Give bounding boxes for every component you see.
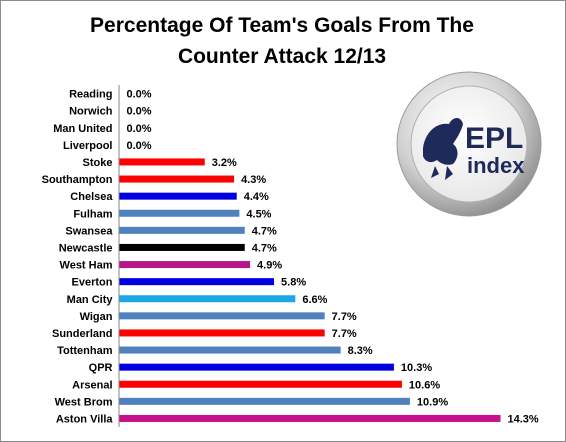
value-label-fulham: 4.5% (246, 208, 271, 220)
value-label-stoke: 3.2% (212, 157, 237, 169)
category-label-man-city: Man City (67, 294, 114, 306)
category-label-tottenham: Tottenham (57, 345, 113, 357)
chart-title-line-2: Counter Attack 12/13 (177, 45, 387, 68)
bar-newcastle (119, 243, 245, 251)
value-label-arsenal: 10.6% (409, 379, 440, 391)
category-label-qpr: QPR (89, 362, 113, 374)
value-label-wigan: 7.7% (332, 311, 357, 323)
category-label-fulham: Fulham (73, 208, 112, 220)
bar-man-city (119, 295, 296, 303)
value-label-reading: 0.0% (127, 89, 152, 101)
chart-title: Percentage Of Team's Goals From The Coun… (0, 10, 564, 72)
value-label-aston-villa: 14.3% (508, 413, 539, 425)
category-label-chelsea: Chelsea (70, 191, 113, 203)
bar-tottenham (119, 346, 341, 354)
bar-qpr (119, 363, 394, 371)
bar-swansea (119, 226, 245, 234)
logo-text-epl: EPL (465, 122, 523, 155)
category-label-sunderland: Sunderland (52, 328, 113, 340)
bar-chelsea (119, 192, 237, 200)
category-label-liverpool: Liverpool (63, 140, 113, 152)
lion-icon (423, 118, 463, 180)
bar-west-brom (119, 397, 410, 405)
value-label-man-city: 6.6% (302, 294, 327, 306)
value-label-swansea: 4.7% (252, 225, 277, 237)
category-label-man-united: Man United (53, 123, 112, 135)
category-label-everton: Everton (72, 277, 113, 289)
epl-index-logo: EPL index (396, 71, 542, 217)
bar-everton (119, 278, 275, 286)
value-label-west-brom: 10.9% (417, 396, 448, 408)
category-labels: Reading Norwich Man United Liverpool Stoke So… (42, 89, 114, 426)
bars (119, 158, 501, 422)
category-label-west-ham: West Ham (60, 260, 113, 272)
bar-wigan (119, 312, 325, 320)
category-label-wigan: Wigan (80, 311, 113, 323)
value-label-everton: 5.8% (281, 277, 306, 289)
value-label-sunderland: 7.7% (332, 328, 357, 340)
value-label-liverpool: 0.0% (127, 140, 152, 152)
value-label-southampton: 4.3% (241, 174, 266, 186)
bar-fulham (119, 209, 240, 217)
bar-sunderland (119, 329, 325, 337)
category-label-arsenal: Arsenal (72, 379, 112, 391)
category-label-newcastle: Newcastle (59, 242, 113, 254)
category-label-stoke: Stoke (83, 157, 113, 169)
value-label-norwich: 0.0% (127, 106, 152, 118)
bar-west-ham (119, 261, 251, 269)
value-label-newcastle: 4.7% (252, 242, 277, 254)
category-label-west-brom: West Brom (55, 396, 113, 408)
value-label-tottenham: 8.3% (348, 345, 373, 357)
category-label-reading: Reading (69, 89, 112, 101)
category-label-norwich: Norwich (69, 106, 113, 118)
bar-aston-villa (119, 414, 501, 422)
value-label-qpr: 10.3% (401, 362, 432, 374)
bar-stoke (119, 158, 205, 166)
category-label-aston-villa: Aston Villa (56, 413, 114, 425)
category-label-swansea: Swansea (65, 225, 113, 237)
value-labels: 0.0% 0.0% 0.0% 0.0% 3.2% 4.3% 4.4% 4.5% 4.7% 4.7%… (127, 89, 539, 426)
logo-text-index: index (467, 153, 525, 178)
bar-southampton (119, 175, 235, 183)
category-label-southampton: Southampton (42, 174, 113, 186)
value-label-man-united: 0.0% (127, 123, 152, 135)
chart-title-line-1: Percentage Of Team's Goals From The (90, 14, 474, 37)
value-label-west-ham: 4.9% (257, 260, 282, 272)
value-label-chelsea: 4.4% (244, 191, 269, 203)
bar-arsenal (119, 380, 402, 388)
